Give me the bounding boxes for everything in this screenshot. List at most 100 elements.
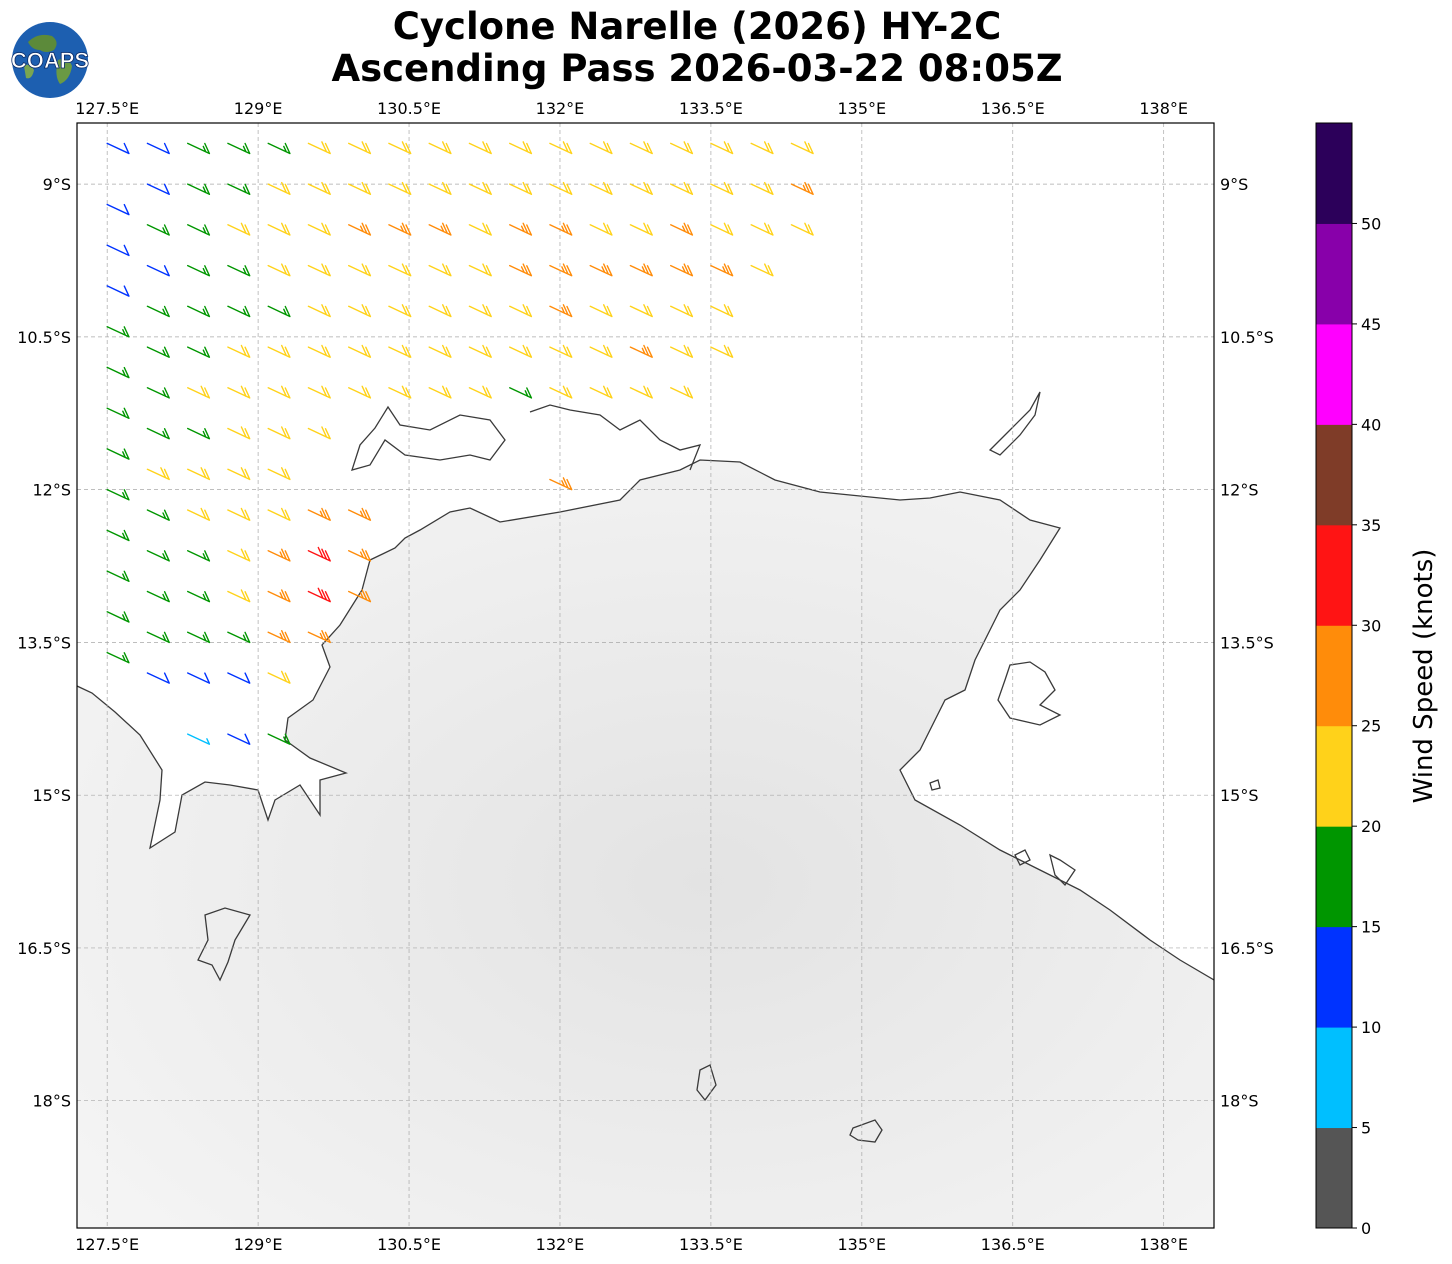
wind-barb-116 [509,181,533,195]
wind-barb-47 [227,344,251,358]
coastline [77,391,1214,1143]
wind-barb-36 [187,507,211,521]
colorbar-segment-3 [1316,826,1352,928]
wind-barb-161 [790,141,814,155]
wind-barb-143 [629,385,653,399]
wind-barb-29 [187,224,211,236]
lat-tick-right-4: 15°S [1220,786,1259,805]
wind-barb-131 [589,181,613,195]
colorbar-segment-1 [1316,1027,1352,1129]
wind-barb-113 [468,344,492,358]
wind-barb-57 [267,142,291,155]
colorbar-label: Wind Speed (knots) [1409,549,1439,804]
colorbar-segment-9 [1316,223,1352,325]
wind-barb-162 [790,181,814,195]
wind-barb-4 [106,326,130,338]
colorbar-segment-4 [1316,725,1352,827]
wind-barb-43 [227,183,251,195]
wind-barb-127 [549,344,573,358]
wind-barb-65 [267,467,291,481]
wind-barb-139 [629,222,653,236]
wind-barb-149 [670,344,694,358]
wind-barb-105 [428,304,452,318]
wind-barb-135 [589,344,613,358]
wind-barb-64 [267,426,291,440]
colorbar-segment-8 [1316,323,1352,425]
wind-barb-152 [710,181,734,195]
title-line-2: Ascending Pass 2026-03-22 08:05Z [331,47,1063,90]
colorbar-tick-label-5: 25 [1361,717,1381,736]
wind-barb-63 [267,385,291,399]
lon-tick-labels-bottom: 127.5°E 129°E 130.5°E 132°E 133.5°E 135°E 136.… [75,1235,1188,1254]
lon-tick-bottom-6: 136.5°E [981,1235,1045,1254]
wind-barb-27 [187,142,211,155]
coastline-groote-eylandt [997,661,1062,726]
lon-tick-top-5: 135°E [838,99,887,118]
wind-barb-136 [589,385,613,399]
wind-barb-19 [146,387,170,399]
wind-barb-60 [267,263,291,277]
lon-tick-top-6: 136.5°E [981,99,1045,118]
wind-barb-12 [106,651,130,664]
wind-barb-102 [428,181,452,195]
wind-barb-44 [227,222,251,236]
wind-barb-163 [790,222,814,236]
wind-barb-94 [388,141,412,155]
wind-barb-23 [146,550,170,562]
wind-barb-18 [146,346,170,358]
wind-barb-155 [710,304,734,318]
wind-barb-90 [348,385,372,399]
wind-barb-15 [146,224,170,236]
wind-barb-74 [307,222,331,236]
wind-barb-108 [468,141,492,155]
lat-tick-left-3: 13.5°S [17,633,71,652]
colorbar-tick-label-6: 30 [1361,616,1381,635]
wind-barb-24 [146,590,170,603]
colorbar-tick-label-4: 20 [1361,817,1381,836]
wind-barb-46 [227,305,251,318]
wind-barb-16 [146,264,170,277]
lat-tick-labels-left: 9°S 10.5°S 12°S 13.5°S 15°S 16.5°S 18°S [17,175,71,1111]
lat-tick-left-0: 9°S [43,175,71,194]
wind-barb-69 [267,630,291,644]
wind-barb-68 [267,589,291,603]
wind-barb-91 [348,507,372,521]
wind-barb-129 [549,477,573,491]
lat-tick-left-2: 12°S [32,481,71,500]
wind-barb-11 [106,611,130,623]
plot-title: Cyclone Narelle (2026) HY-2C Ascending P… [0,6,1394,90]
wind-barb-115 [509,141,533,155]
lon-tick-bottom-1: 129°E [234,1235,283,1254]
wind-barb-158 [750,181,774,195]
wind-barb-17 [146,305,170,318]
wind-barb-130 [589,141,613,155]
title-line-1: Cyclone Narelle (2026) HY-2C [392,5,1002,48]
wind-barb-37 [187,550,211,562]
wind-barb-125 [549,263,573,277]
colorbar-tick-label-10: 50 [1361,214,1381,233]
coastline-lake-argyle [197,907,251,982]
lon-tick-bottom-2: 130.5°E [377,1235,441,1254]
wind-barb-107 [428,385,452,399]
wind-barb-20 [146,427,170,440]
wind-barb-6 [106,407,130,419]
wind-barb-87 [348,263,372,277]
lon-tick-bottom-0: 127.5°E [75,1235,139,1254]
wind-barb-151 [710,141,734,155]
wind-barb-97 [388,263,412,277]
colorbar-segment-10 [1316,123,1352,224]
wind-barb-33 [187,385,211,399]
wind-barb-154 [710,263,734,277]
globe-icon [12,22,88,98]
lon-tick-labels-top: 127.5°E 129°E 130.5°E 132°E 133.5°E 135°E 136.… [75,99,1188,118]
wind-barb-77 [307,344,331,358]
wind-barb-140 [629,263,653,277]
lat-tick-left-4: 15°S [32,786,71,805]
wind-barb-156 [710,344,734,358]
lon-tick-top-1: 129°E [234,99,283,118]
lon-tick-top-4: 133.5°E [679,99,743,118]
map-frame [76,122,1215,1229]
wind-barb-84 [348,141,372,155]
wind-barb-147 [670,263,694,277]
wind-barb-32 [187,346,211,358]
